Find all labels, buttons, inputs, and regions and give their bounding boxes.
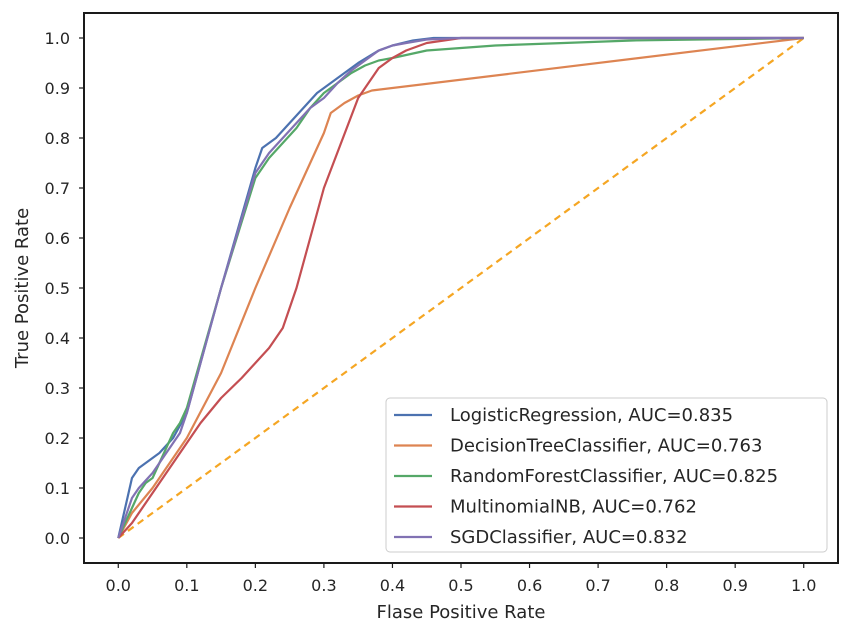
y-tick-label: 0.4 xyxy=(45,329,70,348)
legend-label: LogisticRegression, AUC=0.835 xyxy=(450,405,733,426)
y-axis-label: True Positive Rate xyxy=(12,208,33,369)
y-axis-ticks: 0.0 0.1 0.2 0.3 0.4 0.5 0.6 0.7 0.8 0.9 1.0 xyxy=(45,29,84,548)
legend-label: RandomForestClassifier, AUC=0.825 xyxy=(450,466,778,487)
y-tick-label: 0.3 xyxy=(45,379,70,398)
y-tick-label: 0.2 xyxy=(45,429,70,448)
y-tick-label: 0.9 xyxy=(45,79,70,98)
y-tick-label: 0.1 xyxy=(45,479,70,498)
legend-label: DecisionTreeClassifier, AUC=0.763 xyxy=(450,436,762,457)
x-tick-label: 0.7 xyxy=(585,576,610,595)
legend-label: MultinomialNB, AUC=0.762 xyxy=(450,497,697,518)
x-tick-label: 0.8 xyxy=(654,576,679,595)
roc-curve-2 xyxy=(117,36,804,539)
y-tick-label: 0.5 xyxy=(45,279,70,298)
roc-curve-4 xyxy=(117,36,804,539)
x-tick-label: 0.4 xyxy=(380,576,405,595)
x-axis-label: Flase Positive Rate xyxy=(377,602,546,623)
x-tick-label: 0.2 xyxy=(243,576,268,595)
x-tick-label: 0.9 xyxy=(722,576,747,595)
x-tick-label: 0.1 xyxy=(174,576,199,595)
y-tick-label: 1.0 xyxy=(45,29,70,48)
roc-curve-5 xyxy=(117,36,804,539)
legend-label: SGDClassifier, AUC=0.832 xyxy=(450,527,688,548)
y-tick-label: 0.7 xyxy=(45,179,70,198)
x-tick-label: 0.0 xyxy=(106,576,131,595)
roc-curve-3 xyxy=(117,36,804,539)
x-tick-label: 0.3 xyxy=(311,576,336,595)
reference-diagonal-line xyxy=(117,37,805,539)
y-tick-label: 0.8 xyxy=(45,129,70,148)
y-tick-label: 0.0 xyxy=(45,529,70,548)
legend-box xyxy=(385,397,828,553)
legend: LogisticRegression, AUC=0.835 DecisionTre… xyxy=(385,397,828,553)
x-tick-label: 0.5 xyxy=(448,576,473,595)
y-tick-label: 0.6 xyxy=(45,229,70,248)
x-axis-ticks: 0.0 0.1 0.2 0.3 0.4 0.5 0.6 0.7 0.8 0.9 1.0 xyxy=(106,563,816,595)
roc-curves xyxy=(117,36,805,539)
x-tick-label: 1.0 xyxy=(791,576,816,595)
x-tick-label: 0.6 xyxy=(517,576,542,595)
